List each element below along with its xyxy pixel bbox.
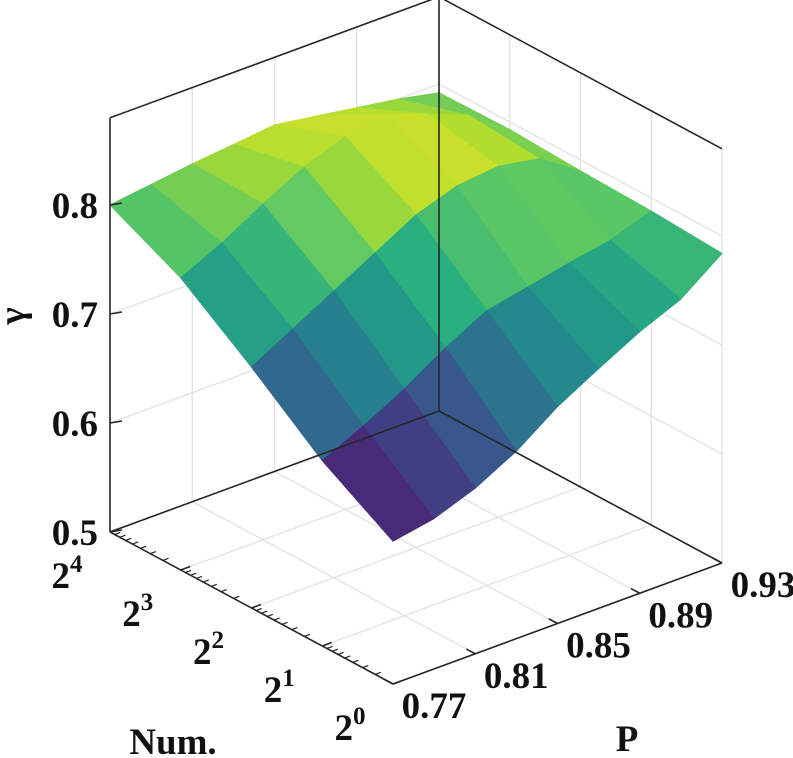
y-minor-tick bbox=[291, 627, 298, 631]
y-minor-tick bbox=[352, 659, 359, 663]
z-tick-label: 0.5 bbox=[52, 513, 98, 554]
y-tick bbox=[392, 679, 403, 685]
x-tick bbox=[630, 587, 641, 594]
y-minor-tick bbox=[220, 589, 227, 593]
y-minor-tick bbox=[344, 655, 351, 659]
y-minor-tick bbox=[337, 651, 344, 655]
x-tick-label: 0.93 bbox=[731, 565, 793, 606]
z-tick-label: 0.8 bbox=[52, 186, 98, 227]
box-edge bbox=[109, 410, 440, 533]
y-tick-exponent: 2 bbox=[212, 627, 225, 654]
y-tick bbox=[251, 603, 262, 609]
y-minor-tick bbox=[273, 617, 280, 621]
floor-grid-line bbox=[251, 486, 581, 609]
y-minor-tick bbox=[162, 557, 169, 561]
y-tick-label: 20 bbox=[335, 703, 366, 749]
y-tick-exponent: 3 bbox=[141, 589, 154, 616]
z-tick-label: 0.7 bbox=[52, 295, 98, 336]
y-tick-base: 2 bbox=[52, 556, 71, 597]
x-tick-label: 0.85 bbox=[566, 626, 631, 667]
z-tick bbox=[109, 529, 123, 533]
z-tick bbox=[109, 311, 123, 315]
x-axis-label: P bbox=[616, 719, 639, 758]
y-minor-tick bbox=[140, 545, 147, 549]
floor-grid-line bbox=[322, 524, 652, 647]
y-minor-tick bbox=[326, 645, 333, 650]
y-tick-exponent: 4 bbox=[70, 551, 83, 578]
z-tick bbox=[109, 202, 123, 206]
y-tick-label: 23 bbox=[122, 589, 153, 635]
tick-labels: 0.50.60.70.80.770.810.850.890.9320212223… bbox=[52, 186, 793, 749]
x-tick bbox=[466, 648, 476, 655]
z-axis-label: γ bbox=[0, 307, 33, 325]
y-minor-tick bbox=[185, 569, 192, 574]
y-minor-tick bbox=[304, 633, 311, 637]
y-minor-tick bbox=[125, 537, 132, 541]
x-tick-label: 0.89 bbox=[648, 595, 713, 636]
y-minor-tick bbox=[202, 579, 210, 583]
z-tick bbox=[109, 420, 123, 424]
axes-box bbox=[109, 0, 723, 685]
y-minor-tick bbox=[266, 613, 274, 617]
y-minor-tick bbox=[362, 665, 369, 669]
y-minor-tick bbox=[196, 575, 203, 579]
y-tick-base: 2 bbox=[193, 632, 212, 673]
x-tick bbox=[548, 618, 558, 625]
y-tick-exponent: 0 bbox=[353, 703, 366, 730]
box-edge bbox=[109, 0, 433, 119]
surface bbox=[109, 92, 723, 542]
tick-marks bbox=[109, 202, 723, 685]
y-minor-tick bbox=[190, 572, 197, 576]
y-axis-label: Num. bbox=[129, 722, 216, 758]
y-minor-tick bbox=[132, 541, 139, 545]
y-minor-tick bbox=[331, 648, 338, 652]
x-tick bbox=[712, 557, 723, 564]
y-tick-exponent: 1 bbox=[282, 665, 295, 692]
y-tick-base: 2 bbox=[122, 594, 141, 635]
y-minor-tick bbox=[150, 551, 157, 555]
y-tick-base: 2 bbox=[335, 708, 354, 749]
y-tick-base: 2 bbox=[264, 670, 283, 711]
side-wall-grid-line bbox=[438, 83, 723, 237]
x-tick-label: 0.81 bbox=[484, 656, 549, 697]
y-tick-label: 22 bbox=[193, 627, 224, 673]
y-tick bbox=[180, 565, 191, 571]
y-minor-tick bbox=[281, 621, 288, 625]
y-minor-tick bbox=[119, 534, 126, 538]
box-edge bbox=[443, 0, 723, 150]
y-minor-tick bbox=[374, 671, 382, 675]
z-tick-label: 0.6 bbox=[52, 404, 98, 445]
y-tick-label: 24 bbox=[52, 551, 84, 597]
box-edge bbox=[438, 410, 723, 564]
x-tick bbox=[383, 678, 394, 685]
y-minor-tick bbox=[211, 583, 218, 587]
y-minor-tick bbox=[114, 531, 121, 536]
y-tick-label: 21 bbox=[264, 665, 295, 711]
y-minor-tick bbox=[233, 595, 240, 599]
y-minor-tick bbox=[255, 607, 262, 612]
y-minor-tick bbox=[261, 610, 268, 614]
y-tick bbox=[321, 641, 332, 647]
x-tick-label: 0.77 bbox=[402, 686, 467, 727]
surface-patch bbox=[321, 425, 435, 542]
